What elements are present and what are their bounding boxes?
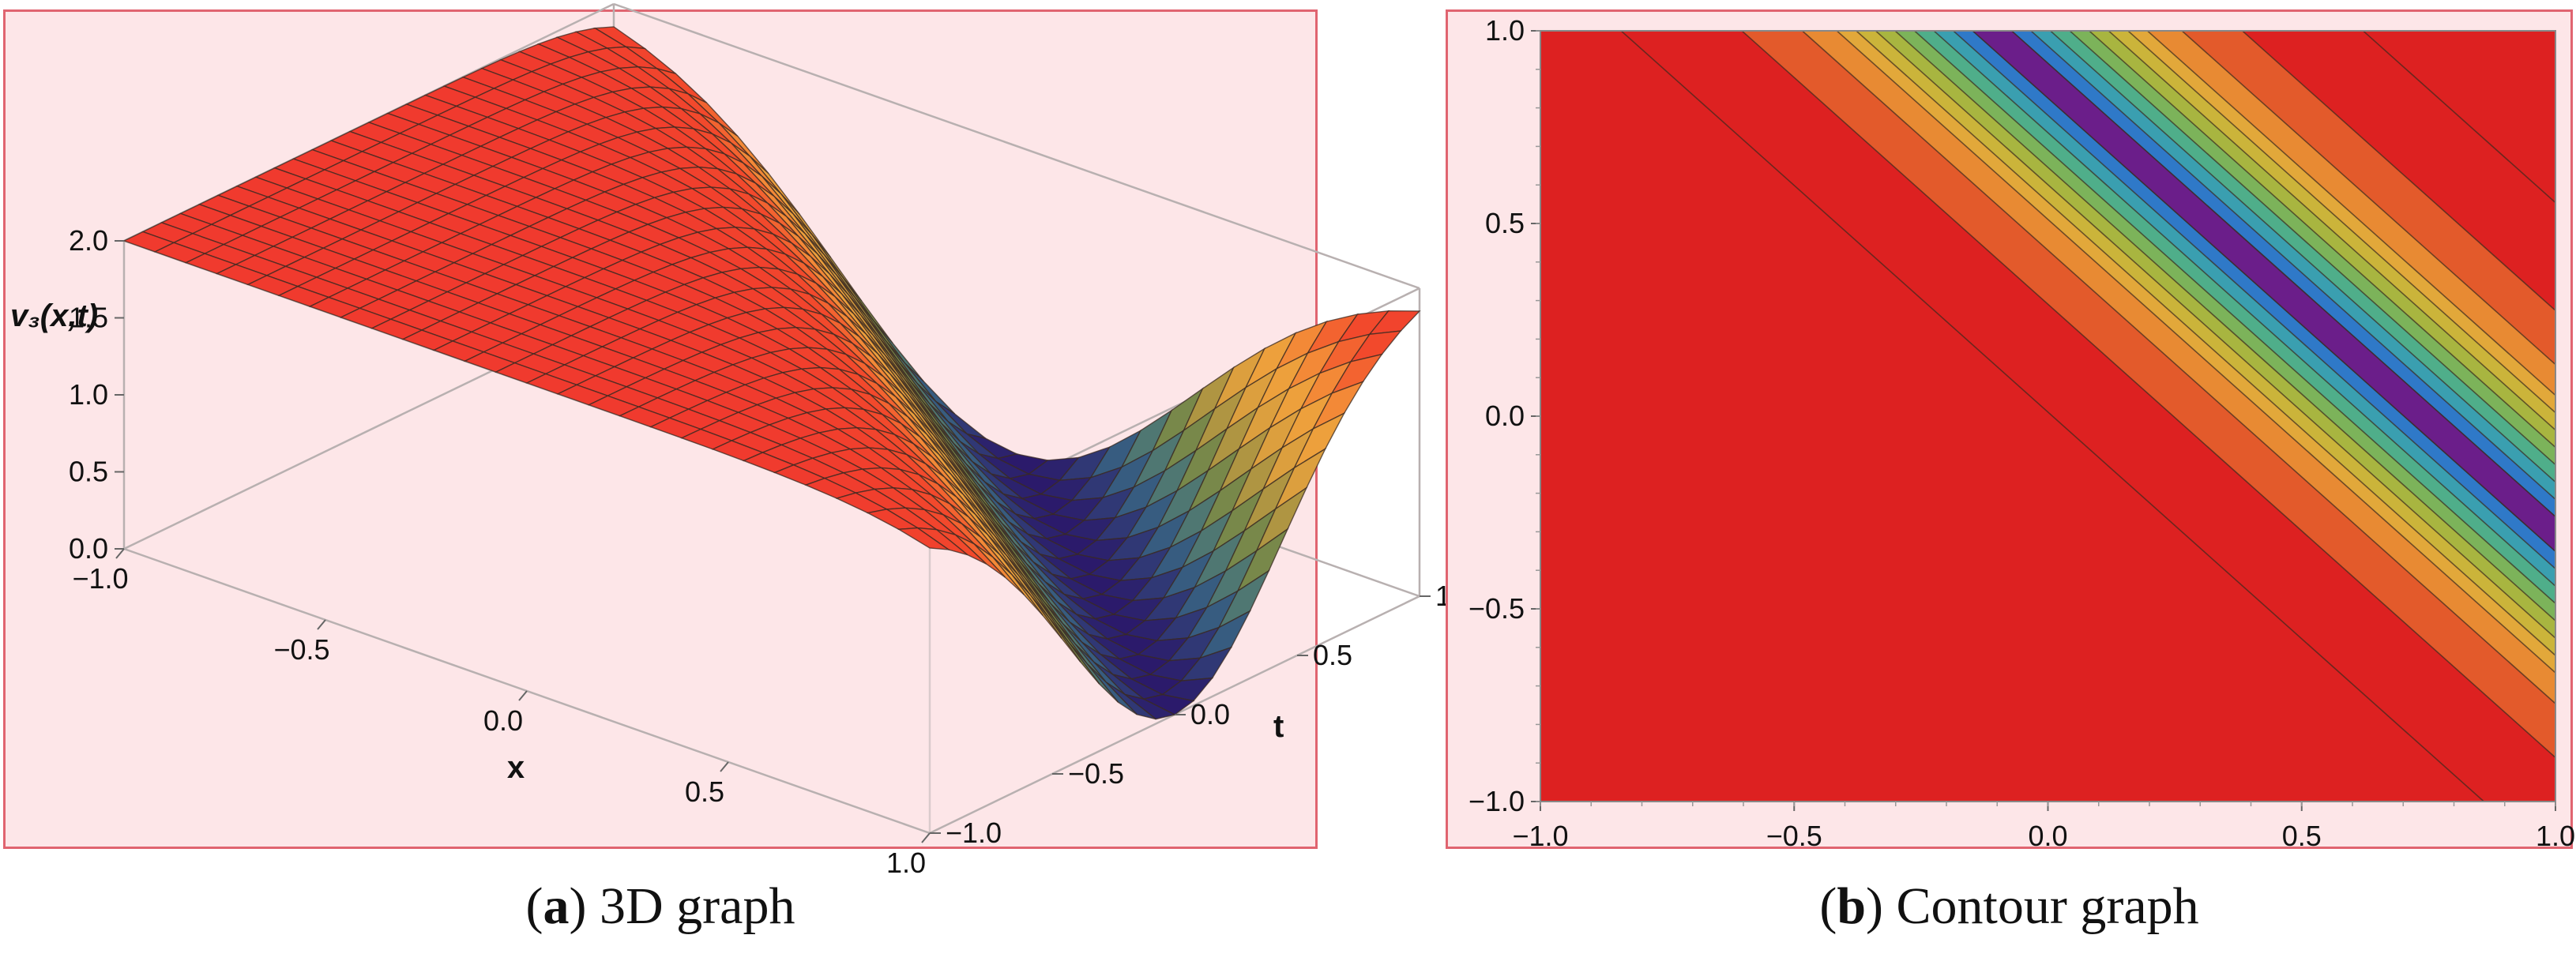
contour-line: [1875, 31, 2555, 640]
surface-plot-panel: −1.0 −0.5 0.0 0.5 1.0 x −1.0 −0.5 0.0 0.5 1.0 t 0.0 0…: [3, 2, 1475, 879]
t-tick-label: −1.0: [946, 817, 1002, 849]
z-axis-label: v₃(x,t): [10, 299, 98, 333]
surface-plot: −1.0 −0.5 0.0 0.5 1.0 x −1.0 −0.5 0.0 0.5 1.0 t 0.0 0…: [10, 2, 1475, 879]
y-tick-label: 0.5: [1485, 207, 1525, 239]
contour-line: [2068, 31, 2555, 466]
t-tick-label: 0.0: [1190, 698, 1230, 730]
x-tick-label: −0.5: [273, 633, 329, 666]
z-tick-label: 0.0: [69, 532, 108, 565]
x-tick: [518, 690, 528, 701]
contour-plot: −1.0−1.0 −0.5 −0.5 0.0 0.0 0.5 0.5 1.0 1.0: [1469, 14, 2575, 852]
box-edge: [613, 2, 1420, 290]
caption-a-text: 3D graph: [600, 877, 795, 935]
caption-a-letter: a: [543, 877, 570, 935]
x-tick: [317, 619, 326, 630]
contour-line: [1952, 31, 2555, 570]
y-tick-label: −0.5: [1469, 592, 1525, 625]
contour-line: [2241, 31, 2555, 312]
contour-line: [1932, 31, 2555, 588]
x-tick-label: 0.5: [685, 775, 724, 808]
x-tick: [921, 832, 931, 843]
surface-mesh: [122, 26, 1421, 720]
t-axis-label: t: [1273, 709, 1284, 744]
contour-line: [2049, 31, 2555, 483]
z-tick-label: 2.0: [69, 224, 108, 257]
z-tick-label: 0.5: [69, 456, 108, 488]
contour-line: [2180, 31, 2555, 366]
z-tick-label: 1.5: [69, 302, 108, 334]
contour-line: [2127, 31, 2555, 414]
z-tick-label: 1.0: [69, 378, 108, 411]
contour-line: [2088, 31, 2555, 449]
contour-line: [1893, 31, 2555, 622]
x-tick: [720, 761, 729, 772]
x-tick-label: −1.0: [1512, 820, 1568, 852]
y-tick-label: 0.0: [1485, 400, 1525, 432]
x-axis-label: x: [507, 750, 525, 785]
x-tick-label: 0.0: [2028, 820, 2067, 852]
contour-line: [1855, 31, 2555, 657]
x-tick: [115, 548, 125, 559]
caption-b: (b) Contour graph: [1819, 877, 2199, 935]
x-tick-label: 0.5: [2282, 820, 2322, 852]
t-tick-label: −0.5: [1068, 757, 1124, 790]
contour-line: [1801, 31, 2555, 705]
t-tick-label: 0.5: [1313, 639, 1352, 671]
contour-plot-panel: −1.0 −1.0 −0.5 −0.5 0.0 0.0 0.5 0.5 1.0 1.0: [1446, 9, 2575, 852]
x-tick-label: −0.5: [1766, 820, 1822, 852]
contour-line: [2108, 31, 2555, 431]
contour-line: [2010, 31, 2555, 518]
y-tick-label: −1.0: [1469, 785, 1525, 817]
contour-line: [1836, 31, 2555, 674]
contour-line: [1972, 31, 2555, 553]
y-tick-label: 1.0: [1485, 14, 1525, 47]
x-tick-label: 0.0: [483, 704, 523, 737]
caption-a: (a) 3D graph: [525, 877, 795, 935]
caption-b-letter: b: [1837, 877, 1867, 935]
contour-bands: [1619, 31, 2555, 802]
contour-line: [2146, 31, 2555, 396]
x-tick-label: −1.0: [72, 562, 128, 595]
contour-line: [2362, 31, 2555, 204]
x-tick-label: 1.0: [2536, 820, 2575, 852]
contour-line: [1740, 31, 2555, 759]
contour-line: [1913, 31, 2555, 605]
x-tick-label: 1.0: [886, 847, 926, 879]
contour-line: [2029, 31, 2555, 501]
surface-patch: [897, 527, 951, 550]
caption-b-text: Contour graph: [1896, 877, 2199, 935]
contour-line: [1619, 31, 2485, 802]
